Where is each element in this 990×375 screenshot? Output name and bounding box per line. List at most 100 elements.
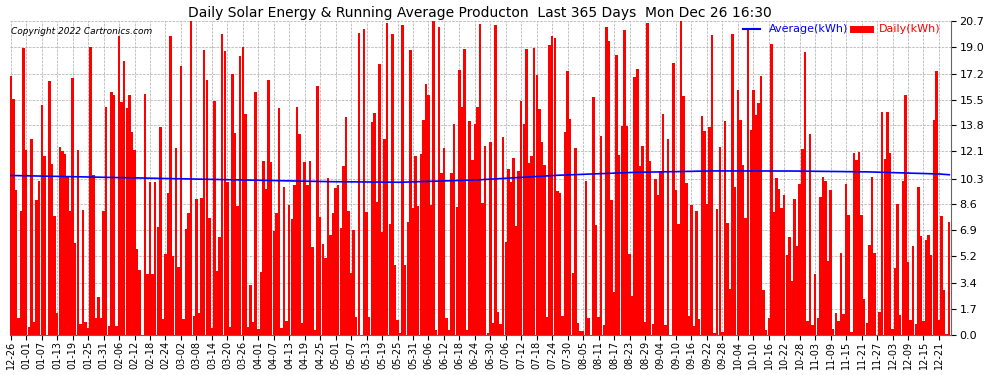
Bar <box>749 130 752 335</box>
Bar <box>618 154 621 335</box>
Bar <box>855 160 857 335</box>
Bar <box>844 184 847 335</box>
Bar <box>548 45 550 335</box>
Bar <box>257 329 259 335</box>
Bar <box>407 222 409 335</box>
Bar <box>343 166 345 335</box>
Bar <box>41 105 43 335</box>
Bar <box>651 324 654 335</box>
Bar <box>327 178 329 335</box>
Bar <box>291 219 293 335</box>
Bar <box>139 270 141 335</box>
Bar <box>852 153 855 335</box>
Bar <box>505 242 507 335</box>
Bar <box>870 177 873 335</box>
Bar <box>654 179 656 335</box>
Bar <box>752 90 754 335</box>
Bar <box>930 255 933 335</box>
Bar <box>466 330 468 335</box>
Bar <box>49 81 50 335</box>
Bar <box>512 158 515 335</box>
Bar <box>791 281 793 335</box>
Bar <box>786 255 788 335</box>
Bar <box>388 224 391 335</box>
Bar <box>412 208 414 335</box>
Bar <box>275 213 277 335</box>
Bar <box>216 271 218 335</box>
Bar <box>206 80 208 335</box>
Bar <box>118 36 121 335</box>
Bar <box>100 318 102 335</box>
Bar <box>102 211 105 335</box>
Bar <box>613 292 616 335</box>
Bar <box>337 185 340 335</box>
Legend: Average(kWh), Daily(kWh): Average(kWh), Daily(kWh) <box>739 20 945 39</box>
Bar <box>737 90 740 335</box>
Bar <box>10 76 12 335</box>
Bar <box>659 171 661 335</box>
Bar <box>247 327 249 335</box>
Bar <box>778 189 780 335</box>
Bar <box>492 323 494 335</box>
Bar <box>402 25 404 335</box>
Bar <box>95 318 97 335</box>
Bar <box>345 117 347 335</box>
Bar <box>468 120 471 335</box>
Bar <box>293 185 296 335</box>
Bar <box>783 195 785 335</box>
Bar <box>553 38 556 335</box>
Bar <box>378 64 381 335</box>
Bar <box>190 21 192 335</box>
Bar <box>878 312 881 335</box>
Bar <box>301 323 303 335</box>
Bar <box>330 235 332 335</box>
Bar <box>486 333 489 335</box>
Bar <box>441 173 443 335</box>
Bar <box>819 197 822 335</box>
Bar <box>58 147 61 335</box>
Bar <box>649 160 651 335</box>
Bar <box>857 152 860 335</box>
Bar <box>404 265 407 335</box>
Bar <box>608 41 610 335</box>
Bar <box>840 253 842 335</box>
Bar <box>502 136 505 335</box>
Bar <box>533 48 536 335</box>
Bar <box>587 318 589 335</box>
Bar <box>698 320 700 335</box>
Bar <box>108 326 110 335</box>
Bar <box>796 246 798 335</box>
Bar <box>79 324 81 335</box>
Bar <box>391 34 394 335</box>
Bar <box>172 256 174 335</box>
Bar <box>865 323 868 335</box>
Bar <box>561 316 563 335</box>
Bar <box>473 124 476 335</box>
Bar <box>463 49 465 335</box>
Bar <box>729 290 732 335</box>
Bar <box>719 147 721 335</box>
Bar <box>592 98 595 335</box>
Bar <box>520 102 523 335</box>
Text: Copyright 2022 Cartronics.com: Copyright 2022 Cartronics.com <box>12 27 152 36</box>
Bar <box>309 160 311 335</box>
Bar <box>523 124 525 335</box>
Bar <box>822 177 824 335</box>
Bar <box>915 324 917 335</box>
Bar <box>370 122 373 335</box>
Bar <box>925 240 928 335</box>
Bar <box>584 181 587 335</box>
Bar <box>298 134 301 335</box>
Bar <box>249 285 251 335</box>
Bar <box>711 36 713 335</box>
Bar <box>422 120 425 335</box>
Bar <box>734 187 737 335</box>
Bar <box>515 226 518 335</box>
Bar <box>940 216 942 335</box>
Bar <box>938 320 940 335</box>
Bar <box>285 321 288 335</box>
Bar <box>97 297 100 335</box>
Bar <box>33 322 36 335</box>
Bar <box>571 273 574 335</box>
Bar <box>642 146 644 335</box>
